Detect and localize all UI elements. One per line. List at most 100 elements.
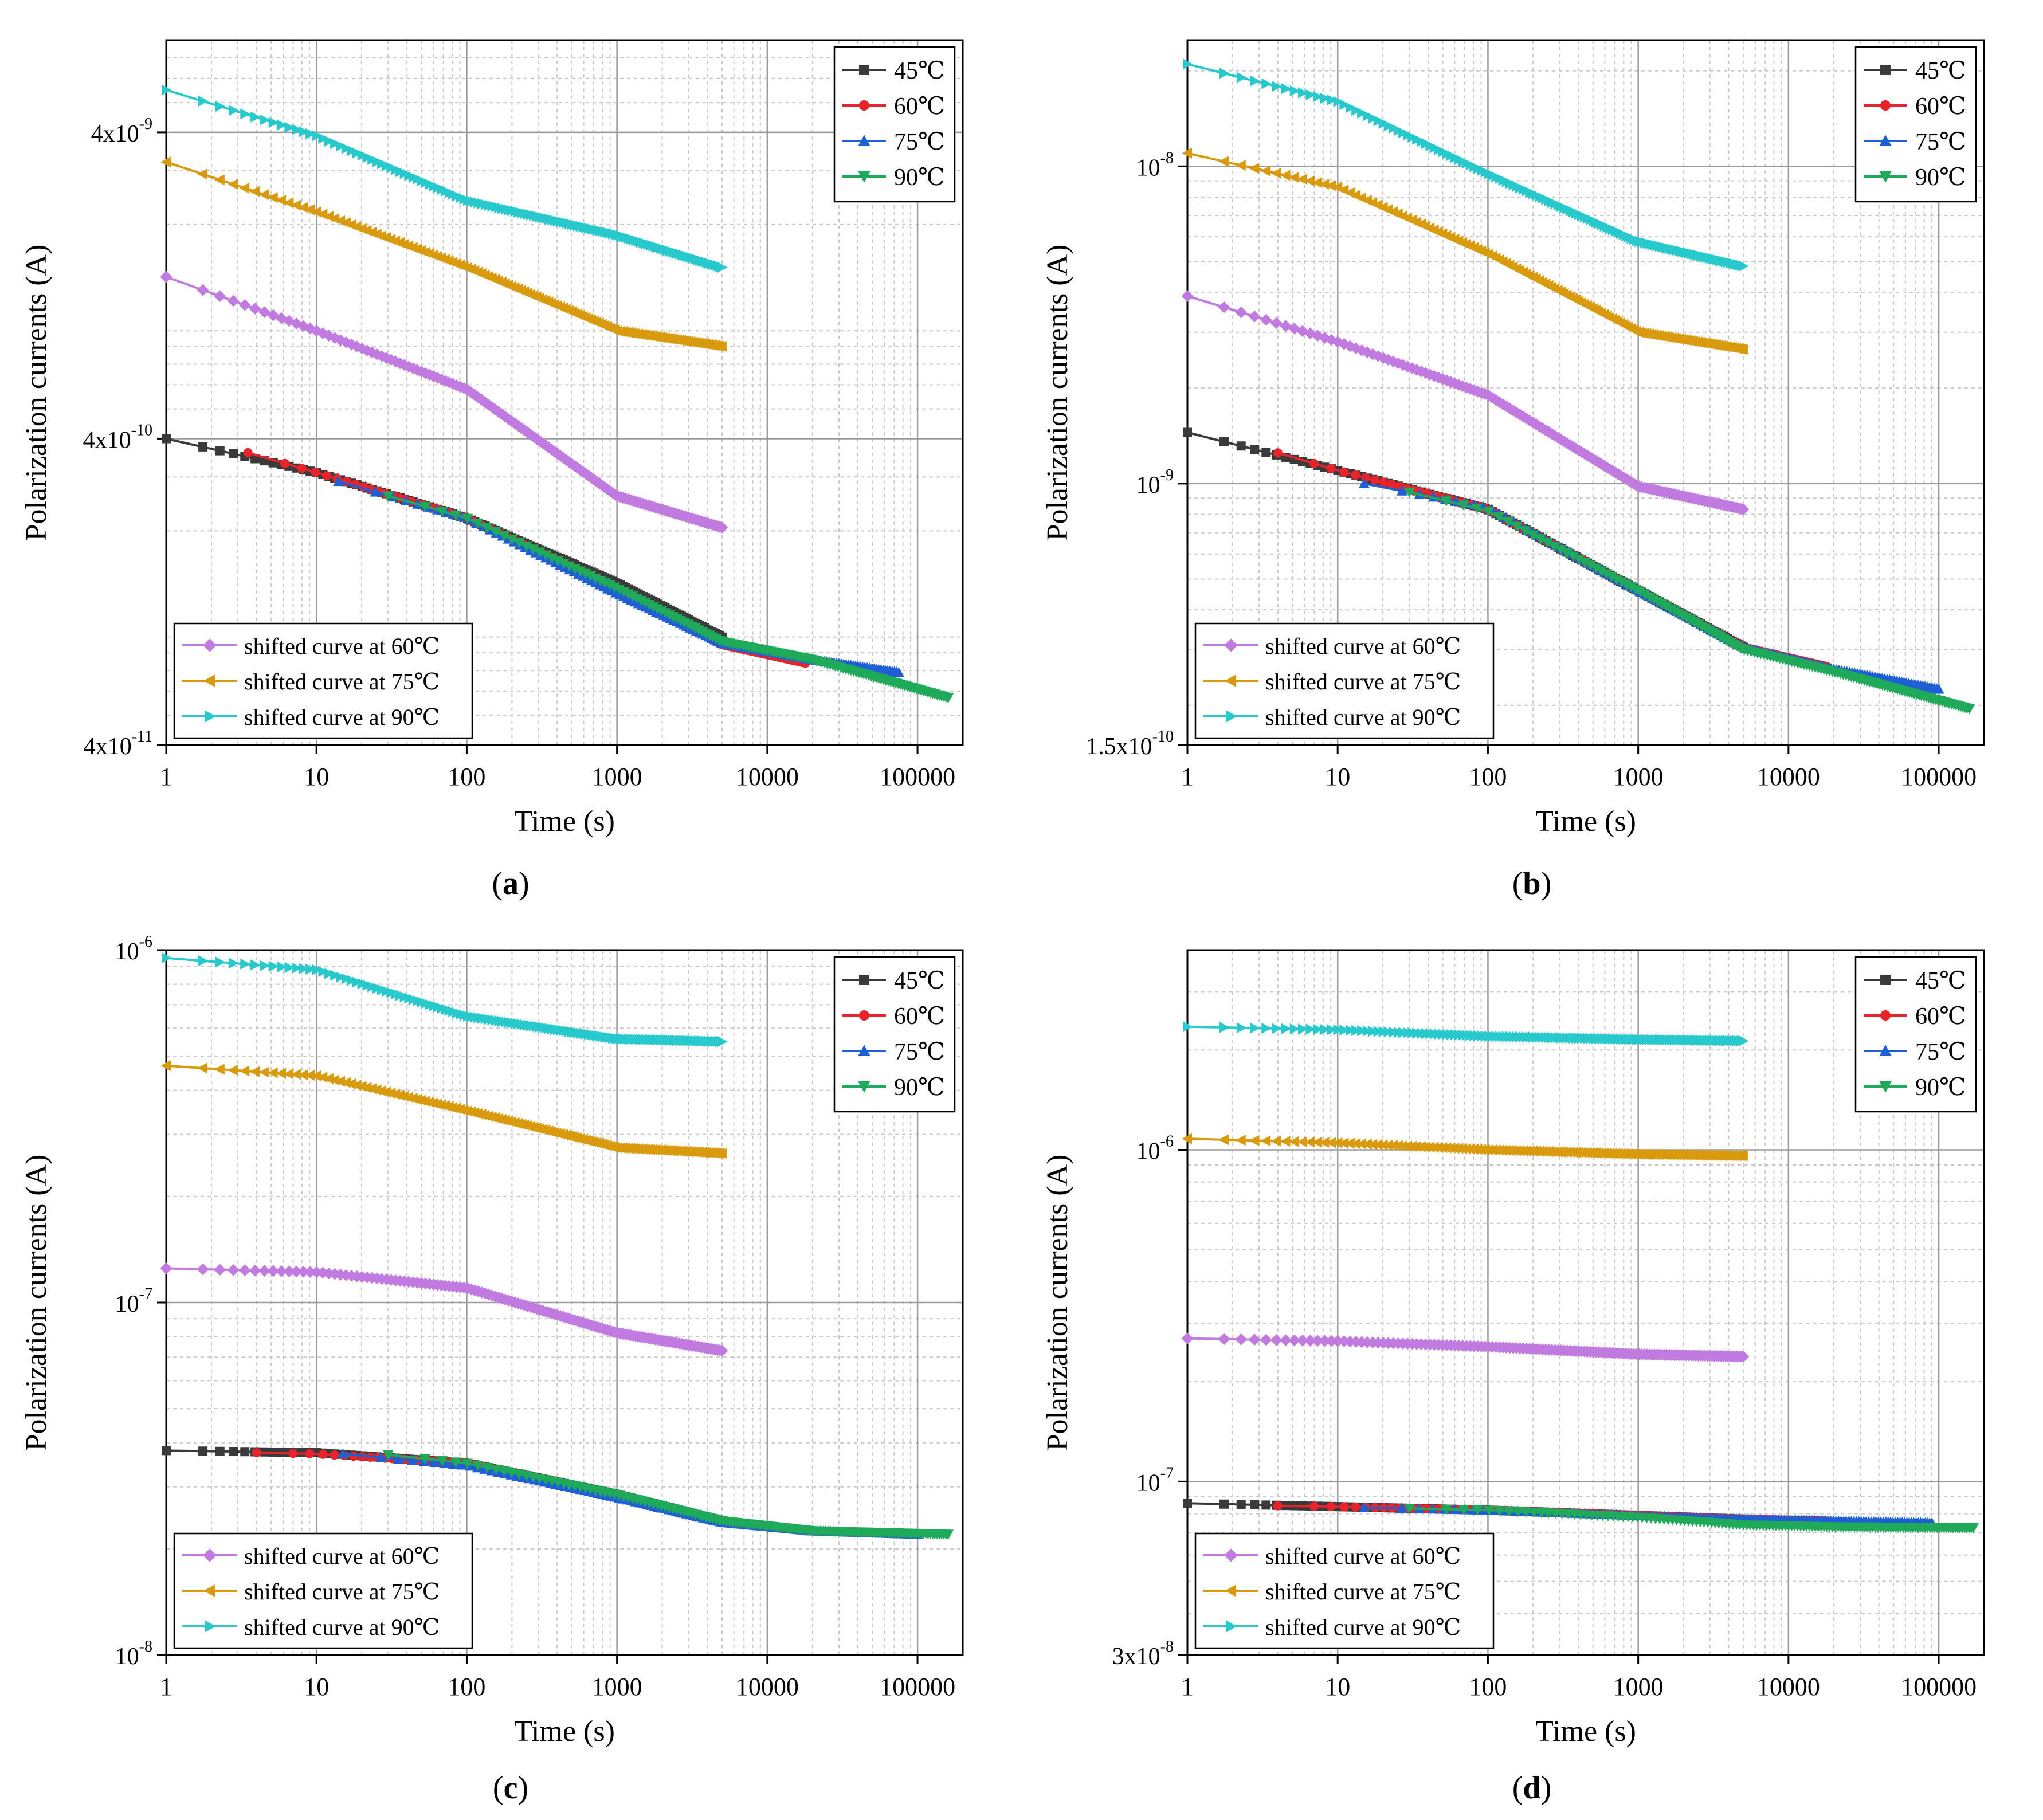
data-point <box>406 1454 418 1465</box>
data-point <box>1183 1499 1192 1508</box>
data-point <box>1933 683 1944 694</box>
legend-label: 45℃ <box>1915 58 1966 84</box>
series-shifted-curve-at-90- <box>162 84 728 273</box>
legend-label: 90℃ <box>894 1074 945 1101</box>
y-axis-label: Polarization currents (A) <box>20 245 53 541</box>
plot-frame <box>1186 39 1985 746</box>
data-point <box>297 1069 308 1081</box>
data-point <box>1181 290 1194 303</box>
data-point <box>462 1458 473 1469</box>
data-point <box>1281 1023 1292 1034</box>
data-point <box>229 958 239 969</box>
data-point <box>1297 174 1307 185</box>
data-point <box>1738 260 1749 272</box>
data-point <box>1585 560 1597 571</box>
data-point <box>370 487 381 497</box>
legend-label: shifted curve at 75℃ <box>1265 1579 1461 1605</box>
data-point <box>717 261 728 273</box>
data-point <box>1260 165 1271 176</box>
chart-panel-b: 1 10 100 1000 10000 100000 1.5x10-10 10-9 10-8 Ti… <box>1021 0 2042 910</box>
data-point <box>1333 1024 1344 1035</box>
data-point <box>1373 1139 1383 1151</box>
data-point <box>1280 1136 1291 1147</box>
data-point <box>1250 445 1260 454</box>
data-point <box>1260 1333 1272 1346</box>
legend-box <box>1194 622 1495 739</box>
x-tick-label: 1 <box>160 1673 172 1701</box>
data-point <box>371 1084 382 1096</box>
data-point <box>1378 1026 1389 1038</box>
data-point <box>258 189 269 201</box>
data-point <box>1305 89 1316 100</box>
data-point <box>1535 534 1546 544</box>
data-point <box>1458 1505 1470 1515</box>
data-point <box>1387 480 1397 489</box>
x-tick-label: 10000 <box>736 1673 799 1701</box>
data-point <box>1483 507 1495 517</box>
panel-label: c <box>503 1770 518 1806</box>
data-point <box>1272 81 1282 92</box>
data-point <box>304 204 315 215</box>
data-point <box>1333 96 1344 108</box>
data-point <box>268 192 278 203</box>
series-line <box>1187 431 1744 649</box>
data-point <box>276 1068 286 1079</box>
x-tick-label: 1000 <box>1613 763 1664 791</box>
data-point <box>1555 545 1567 555</box>
data-point <box>472 1461 484 1472</box>
data-point <box>1304 175 1315 187</box>
x-tick-label: 100000 <box>1901 1673 1977 1701</box>
data-point <box>249 186 260 197</box>
data-point <box>563 561 575 572</box>
legend-label: shifted curve at 60℃ <box>244 1543 440 1569</box>
panel-caption: (a) <box>492 866 530 901</box>
data-point <box>1236 1022 1247 1034</box>
data-point <box>260 960 270 971</box>
data-point <box>198 95 209 107</box>
series-line <box>1187 295 1744 511</box>
chart-svg: 1 10 100 1000 10000 100000 10-8 10-7 10-6 Time (s… <box>20 933 964 1748</box>
data-point <box>330 138 340 150</box>
data-point <box>942 1529 954 1540</box>
data-point <box>1397 1140 1408 1152</box>
data-point <box>311 1266 323 1278</box>
data-point <box>1326 1501 1336 1511</box>
series-45- <box>1183 427 1748 652</box>
chart-panel-d: 1 10 100 1000 10000 100000 3x10-8 10-7 10-6 Time … <box>1021 910 2042 1820</box>
data-point <box>1441 1504 1452 1515</box>
data-point <box>1297 1023 1308 1035</box>
data-point <box>1738 1035 1749 1047</box>
x-tick-label: 10000 <box>1757 1673 1820 1701</box>
chart-svg: 1 10 100 1000 10000 100000 1.5x10-10 10-9 10-8 Ti… <box>1041 39 1985 838</box>
legend-swatch-marker <box>203 638 217 652</box>
data-point <box>347 975 357 986</box>
data-point <box>1503 1506 1515 1517</box>
legend-swatch-marker <box>859 100 869 111</box>
legend-swatch-marker <box>1225 1584 1236 1597</box>
x-tick-label: 1 <box>1181 1673 1194 1701</box>
data-point <box>1344 1138 1355 1149</box>
data-point <box>1358 1502 1370 1512</box>
data-point <box>1611 574 1622 585</box>
data-point <box>162 84 172 96</box>
y-tick-label: 10-6 <box>1136 1132 1174 1164</box>
data-point <box>1368 1026 1378 1037</box>
data-point <box>292 962 302 974</box>
data-point <box>1319 1137 1330 1148</box>
data-point <box>490 1465 502 1475</box>
data-point <box>351 1080 362 1091</box>
legend-label: 90℃ <box>1915 164 1966 191</box>
data-point <box>716 340 727 352</box>
data-point <box>249 303 261 315</box>
data-point <box>419 501 431 512</box>
data-point <box>527 544 539 555</box>
data-point <box>276 119 287 131</box>
data-point <box>214 1064 225 1075</box>
data-point <box>291 199 301 211</box>
data-point <box>534 547 546 558</box>
data-point <box>552 556 564 567</box>
data-point <box>1304 1136 1315 1148</box>
data-point <box>1527 530 1539 541</box>
data-point <box>1236 441 1246 451</box>
data-point <box>1289 85 1300 97</box>
